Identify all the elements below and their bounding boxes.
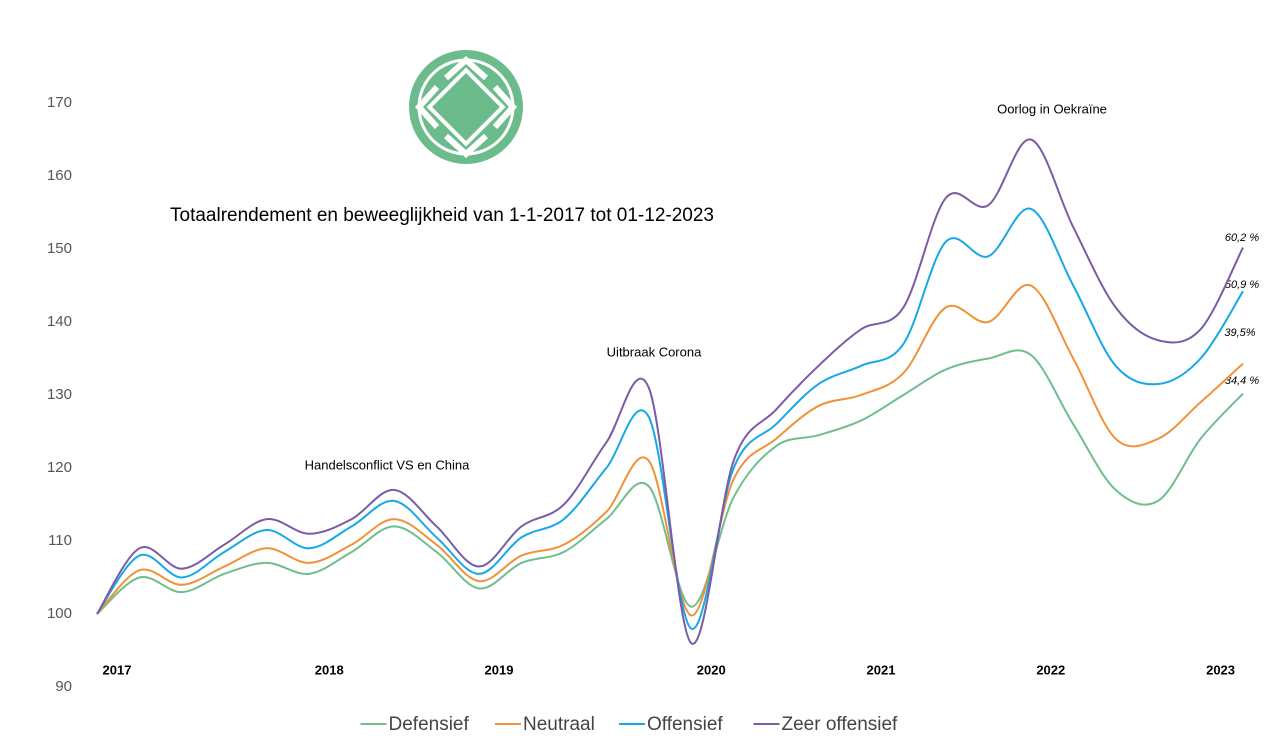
y-tick-label: 110 <box>48 532 72 549</box>
x-tick-label: 2023 <box>1206 662 1235 677</box>
y-tick-label: 100 <box>47 605 72 622</box>
x-tick-label: 2022 <box>1036 662 1065 677</box>
y-tick-label: 120 <box>47 459 72 476</box>
x-tick-label: 2019 <box>485 662 514 677</box>
x-tick-label: 2017 <box>103 662 132 677</box>
chart-title: Totaalrendement en beweeglijkheid van 1-… <box>170 205 714 226</box>
end-label: 60,2 % <box>1225 232 1259 244</box>
legend-label: Neutraal <box>523 714 595 735</box>
legend-label: Zeer offensief <box>782 714 899 735</box>
y-tick-label: 150 <box>47 240 72 257</box>
series-line <box>96 284 1244 617</box>
series-line <box>96 207 1244 630</box>
x-tick-label: 2021 <box>867 662 896 677</box>
annotation: Oorlog in Oekraïne <box>997 101 1107 116</box>
y-tick-label: 170 <box>47 94 72 111</box>
y-tick-label: 140 <box>47 313 72 330</box>
x-tick-label: 2020 <box>697 662 726 677</box>
legend-label: Offensief <box>647 714 723 735</box>
legend-label: Defensief <box>389 714 470 735</box>
end-label: 39,5% <box>1224 327 1255 339</box>
annotation: Uitbraak Corona <box>607 344 702 359</box>
series-line <box>96 349 1244 615</box>
end-label: 50,9 % <box>1225 279 1259 291</box>
x-tick-label: 2018 <box>315 662 344 677</box>
y-tick-label: 90 <box>55 678 72 695</box>
logo <box>409 50 523 164</box>
annotation: Handelsconflict VS en China <box>305 457 471 472</box>
y-tick-label: 160 <box>47 167 72 184</box>
end-label: 34,4 % <box>1225 375 1259 387</box>
series-line <box>96 138 1244 645</box>
y-tick-label: 130 <box>47 386 72 403</box>
